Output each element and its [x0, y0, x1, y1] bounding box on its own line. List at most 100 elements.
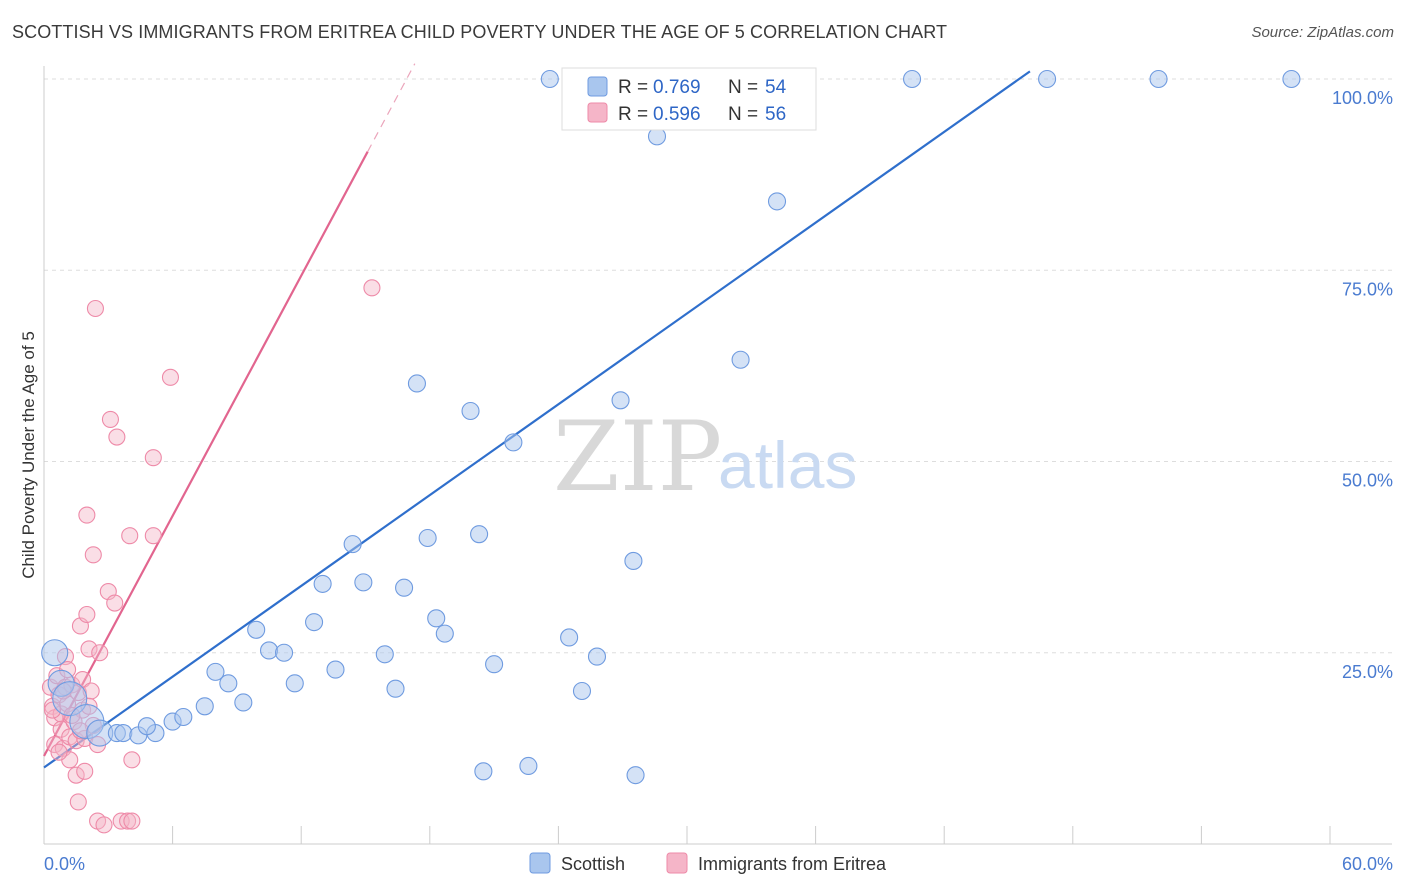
- point-scottish: [767, 192, 787, 211]
- y-tick-label: 25.0%: [1342, 662, 1393, 682]
- point-eritrea: [123, 751, 141, 769]
- point-scottish: [326, 660, 345, 679]
- point-scottish: [504, 433, 523, 452]
- bottom-legend: Scottish Immigrants from Eritrea: [529, 852, 887, 874]
- point-scottish: [114, 724, 133, 743]
- series-eritrea-points: [41, 279, 381, 834]
- bottom-legend-swatch-eritrea: [666, 852, 688, 874]
- point-eritrea: [80, 640, 98, 658]
- watermark-zip: ZIP: [553, 401, 722, 513]
- point-scottish: [611, 391, 630, 410]
- point-scottish: [275, 643, 294, 662]
- point-eritrea: [119, 812, 137, 830]
- point-scottish: [587, 647, 607, 666]
- legend-r-value-eritrea: 0.596: [653, 104, 701, 125]
- legend-swatch-eritrea: [587, 102, 608, 123]
- point-eritrea: [95, 816, 113, 834]
- point-eritrea: [67, 766, 85, 784]
- point-eritrea: [78, 605, 96, 624]
- point-eritrea: [121, 527, 139, 545]
- legend-n-value-eritrea: 56: [765, 104, 786, 125]
- trend-lines: [43, 63, 1031, 769]
- point-scottish: [313, 574, 332, 593]
- point-eritrea: [69, 793, 87, 811]
- axes: [43, 66, 1392, 845]
- point-scottish: [624, 551, 643, 571]
- point-scottish: [485, 655, 504, 674]
- watermark-atlas: atlas: [718, 428, 857, 502]
- point-scottish: [395, 578, 414, 597]
- trend-line-scottish: [43, 70, 1031, 769]
- x-tick-label-min: 0.0%: [44, 854, 85, 874]
- point-scottish: [540, 69, 559, 89]
- chart-title: SCOTTISH VS IMMIGRANTS FROM ERITREA CHIL…: [12, 22, 948, 42]
- point-scottish: [206, 662, 225, 681]
- point-scottish: [435, 624, 454, 643]
- point-eritrea: [50, 743, 68, 761]
- source-credit: Source: ZipAtlas.com: [1251, 24, 1394, 41]
- bottom-legend-label-eritrea: Immigrants from Eritrea: [698, 854, 887, 874]
- point-scottish: [418, 528, 437, 548]
- bottom-legend-swatch-scottish: [529, 852, 551, 874]
- watermark: ZIP atlas: [553, 401, 857, 513]
- point-eritrea: [161, 368, 180, 386]
- point-scottish: [195, 697, 214, 716]
- point-scottish: [902, 69, 922, 89]
- point-scottish: [407, 374, 426, 393]
- point-scottish: [427, 609, 446, 628]
- point-eritrea: [91, 644, 109, 662]
- y-tick-label: 75.0%: [1342, 279, 1393, 299]
- legend-n-label-scottish: N =: [728, 77, 758, 98]
- y-tick-labels: 25.0% 50.0% 75.0% 100.0%: [1332, 88, 1393, 682]
- point-eritrea: [84, 546, 102, 564]
- series-scottish-points: [41, 69, 1301, 785]
- legend-n-label-eritrea: N =: [728, 104, 758, 125]
- point-eritrea: [86, 299, 104, 318]
- point-scottish: [354, 573, 373, 592]
- point-eritrea: [144, 449, 162, 467]
- point-scottish: [305, 613, 324, 632]
- point-eritrea: [363, 279, 381, 297]
- point-scottish: [474, 762, 493, 781]
- y-axis-label: Child Poverty Under the Age of 5: [19, 331, 38, 579]
- point-eritrea: [108, 428, 126, 446]
- point-scottish: [470, 525, 489, 544]
- point-scottish: [386, 679, 405, 698]
- point-eritrea: [144, 527, 162, 545]
- point-scottish: [247, 620, 266, 639]
- legend: R = 0.769 N = 54 R = 0.596 N = 56: [561, 67, 817, 131]
- x-tick-labels: 0.0% 60.0%: [44, 854, 1393, 874]
- point-scottish: [1149, 69, 1168, 89]
- legend-swatch-scottish: [587, 76, 608, 97]
- gridlines: [44, 78, 1392, 654]
- legend-r-value-scottish: 0.769: [653, 77, 701, 98]
- point-scottish: [519, 756, 538, 776]
- trend-line-eritrea-extension: [367, 63, 416, 152]
- legend-n-value-scottish: 54: [765, 77, 787, 98]
- x-tick-label-max: 60.0%: [1342, 854, 1393, 874]
- point-scottish: [461, 401, 480, 421]
- point-eritrea: [123, 812, 141, 830]
- legend-r-label-scottish: R =: [618, 77, 648, 98]
- point-scottish: [626, 766, 645, 785]
- point-eritrea: [101, 410, 119, 428]
- point-scottish: [1038, 69, 1057, 89]
- point-scottish: [234, 693, 253, 712]
- point-scottish: [285, 674, 304, 693]
- point-scottish: [572, 681, 592, 701]
- bottom-legend-label-scottish: Scottish: [561, 854, 625, 874]
- point-scottish: [731, 350, 750, 369]
- point-eritrea: [106, 594, 124, 612]
- y-tick-label: 50.0%: [1342, 471, 1393, 491]
- trend-line-eritrea: [43, 151, 369, 757]
- y-tick-label: 100.0%: [1332, 88, 1393, 108]
- point-eritrea: [76, 762, 94, 780]
- point-scottish: [560, 628, 579, 647]
- point-scottish: [343, 535, 362, 554]
- point-scottish: [219, 674, 238, 693]
- point-scottish: [137, 717, 156, 736]
- point-scottish: [174, 707, 193, 727]
- point-eritrea: [78, 506, 96, 524]
- legend-r-label-eritrea: R =: [618, 104, 648, 125]
